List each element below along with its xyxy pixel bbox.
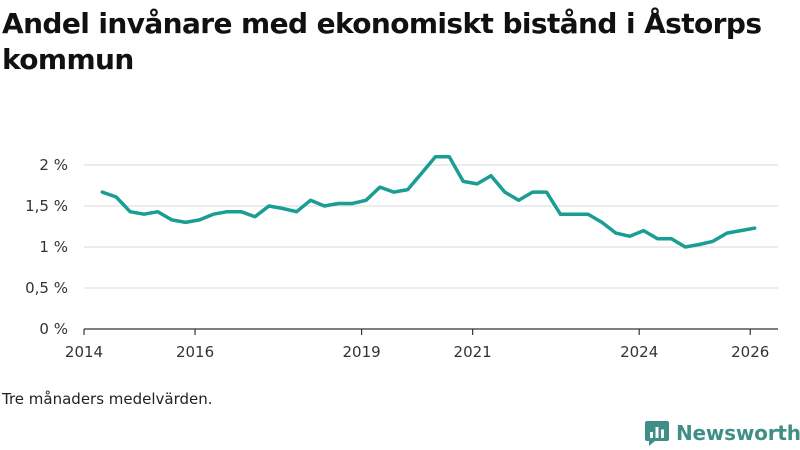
data-point[interactable] bbox=[184, 220, 188, 224]
data-point[interactable] bbox=[128, 210, 132, 214]
data-point[interactable] bbox=[225, 210, 229, 214]
data-point[interactable] bbox=[392, 190, 396, 194]
data-point[interactable] bbox=[350, 202, 354, 206]
data-point[interactable] bbox=[697, 243, 701, 247]
data-point[interactable] bbox=[267, 204, 271, 208]
data-point[interactable] bbox=[753, 226, 757, 230]
x-axis: 2014 2016 2019 2021 2024 2026 bbox=[65, 328, 778, 361]
data-point[interactable] bbox=[433, 155, 437, 159]
data-point[interactable] bbox=[170, 218, 174, 222]
data-point[interactable] bbox=[309, 198, 313, 202]
data-point[interactable] bbox=[572, 212, 576, 216]
data-point[interactable] bbox=[239, 210, 243, 214]
data-point[interactable] bbox=[198, 218, 202, 222]
data-point[interactable] bbox=[114, 195, 118, 199]
data-point[interactable] bbox=[336, 202, 340, 206]
data-point[interactable] bbox=[156, 210, 160, 214]
data-point[interactable] bbox=[669, 237, 673, 241]
data-point[interactable] bbox=[558, 212, 562, 216]
x-tick-label: 2026 bbox=[731, 343, 769, 361]
y-tick-label: 0 % bbox=[39, 320, 68, 338]
data-point[interactable] bbox=[545, 190, 549, 194]
chart-title: Andel invånare med ekonomiskt bistånd i … bbox=[2, 7, 762, 76]
data-point[interactable] bbox=[295, 210, 299, 214]
data-point[interactable] bbox=[322, 204, 326, 208]
data-point[interactable] bbox=[364, 198, 368, 202]
data-point[interactable] bbox=[628, 234, 632, 238]
data-point[interactable] bbox=[406, 188, 410, 192]
data-point[interactable] bbox=[211, 212, 215, 216]
data-point[interactable] bbox=[531, 190, 535, 194]
newsworthy-logo-icon bbox=[645, 421, 669, 446]
y-tick-label: 2 % bbox=[39, 156, 68, 174]
y-tick-label: 0,5 % bbox=[25, 279, 68, 297]
brand-logo[interactable]: Newsworthy bbox=[644, 419, 800, 447]
data-point[interactable] bbox=[739, 229, 743, 233]
x-tick-label: 2019 bbox=[343, 343, 381, 361]
data-point[interactable] bbox=[489, 174, 493, 178]
data-point[interactable] bbox=[142, 212, 146, 216]
data-point[interactable] bbox=[281, 207, 285, 211]
data-point[interactable] bbox=[642, 229, 646, 233]
series-line bbox=[100, 155, 757, 249]
x-tick-label: 2021 bbox=[454, 343, 492, 361]
data-point[interactable] bbox=[420, 171, 424, 175]
y-tick-label: 1 % bbox=[39, 238, 68, 256]
data-point[interactable] bbox=[725, 231, 729, 235]
x-tick-label: 2014 bbox=[65, 343, 103, 361]
data-point[interactable] bbox=[447, 155, 451, 159]
data-point[interactable] bbox=[461, 179, 465, 183]
data-point[interactable] bbox=[378, 185, 382, 189]
data-point[interactable] bbox=[517, 198, 521, 202]
gridlines: 0 % 0,5 % 1 % 1,5 % 2 % bbox=[25, 156, 778, 338]
data-point[interactable] bbox=[683, 245, 687, 249]
x-tick-label: 2024 bbox=[620, 343, 658, 361]
data-point[interactable] bbox=[656, 237, 660, 241]
data-point[interactable] bbox=[475, 182, 479, 186]
data-point[interactable] bbox=[503, 190, 507, 194]
footnote: Tre månaders medelvärden. bbox=[2, 390, 213, 408]
data-point[interactable] bbox=[586, 212, 590, 216]
x-tick-label: 2016 bbox=[176, 343, 214, 361]
data-point[interactable] bbox=[100, 190, 104, 194]
data-point[interactable] bbox=[600, 220, 604, 224]
data-point[interactable] bbox=[711, 239, 715, 243]
data-series bbox=[100, 155, 757, 249]
y-tick-label: 1,5 % bbox=[25, 197, 68, 215]
brand-name: Newsworthy bbox=[676, 421, 800, 445]
data-point[interactable] bbox=[614, 231, 618, 235]
data-point[interactable] bbox=[253, 215, 257, 219]
